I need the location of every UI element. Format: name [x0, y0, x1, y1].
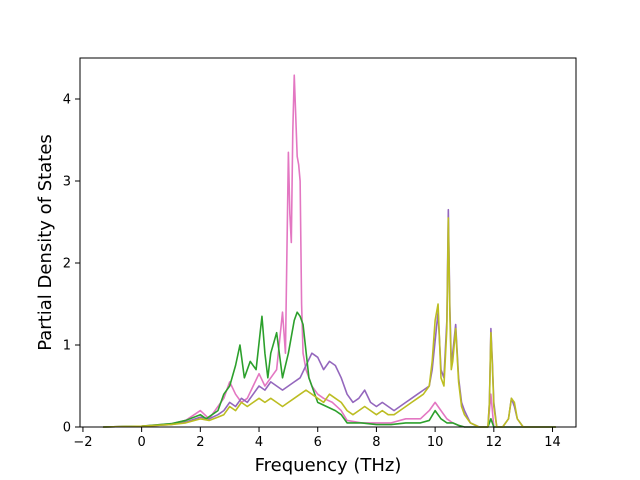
x-tick-label: 10	[427, 435, 444, 450]
x-tick-label: 4	[255, 435, 263, 450]
y-axis-label: Partial Density of States	[35, 134, 56, 351]
y-tick-label: 3	[63, 175, 71, 190]
y-axis-ticks: 0 1 2 3 4	[63, 93, 80, 436]
x-tick-label: 6	[314, 435, 322, 450]
series-line-1	[102, 74, 557, 428]
x-tick-label: 14	[544, 435, 561, 450]
series-line-4	[102, 217, 557, 428]
x-tick-label: 2	[196, 435, 204, 450]
y-tick-label: 0	[63, 421, 71, 436]
y-tick-label: 1	[63, 339, 71, 354]
plot-frame	[79, 57, 577, 428]
y-tick-label: 4	[63, 93, 71, 108]
x-tick-label: 8	[372, 435, 380, 450]
x-axis-ticks: −2 0 2 4 6 8 10 12 14	[73, 427, 561, 450]
y-tick-label: 2	[63, 257, 71, 272]
series-layer	[102, 74, 557, 428]
x-tick-label: −2	[73, 435, 92, 450]
x-tick-label: 0	[137, 435, 145, 450]
x-tick-label: 12	[486, 435, 503, 450]
x-axis-label: Frequency (THz)	[255, 455, 402, 476]
series-line-3	[102, 311, 557, 428]
